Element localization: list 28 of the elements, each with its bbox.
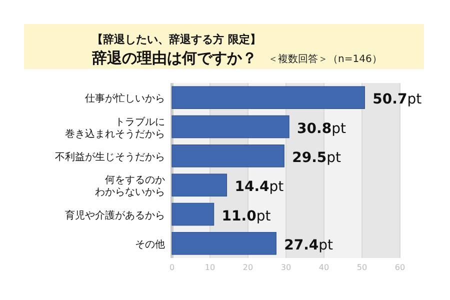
y-tick-label: 何をするのかわからないから xyxy=(95,175,165,198)
y-tick-label: トラブルに巻き込まれそうだから xyxy=(65,116,165,140)
data-label: 27.4pt xyxy=(284,237,334,254)
bar xyxy=(172,115,290,138)
bar xyxy=(172,86,365,109)
data-label: 50.7pt xyxy=(372,92,422,108)
x-tick-label: 30 xyxy=(280,263,292,272)
y-tick-label: 仕事が忙しいから xyxy=(85,92,165,105)
x-tick-label: 10 xyxy=(204,263,216,272)
data-label: 11.0pt xyxy=(222,208,272,224)
bar xyxy=(172,144,284,168)
data-label: 14.4pt xyxy=(234,179,284,196)
bar xyxy=(172,174,228,196)
bar xyxy=(172,232,276,255)
x-tick-label: 60 xyxy=(394,263,406,272)
bar xyxy=(172,202,214,226)
y-tick-label: 不利益が生じそうだから xyxy=(55,150,165,163)
x-tick-label: 40 xyxy=(318,263,330,272)
chart-title: 辞退の理由は何ですか？ xyxy=(91,49,257,67)
y-tick-label: 育児や介護があるから xyxy=(65,209,165,222)
text: ＜複数回答＞（n=146） xyxy=(268,53,382,65)
chart-subtitle: 【辞退したい、辞退する方 限定】 xyxy=(92,33,261,46)
data-label: 30.8pt xyxy=(297,120,346,137)
x-tick-label: 20 xyxy=(242,263,254,272)
data-label: 29.5pt xyxy=(292,150,342,166)
x-tick-label: 0 xyxy=(169,263,175,272)
y-tick-label: その他 xyxy=(135,238,165,250)
x-tick-label: 50 xyxy=(356,263,368,272)
